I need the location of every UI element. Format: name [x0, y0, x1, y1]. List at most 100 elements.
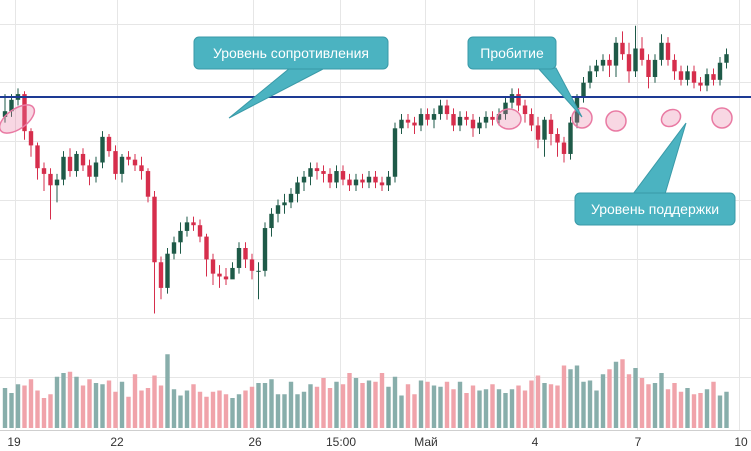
volume-bar — [256, 383, 261, 428]
candle-body — [438, 105, 443, 115]
candle-body — [548, 119, 554, 134]
candle-body — [373, 176, 378, 183]
candle-body — [93, 162, 99, 177]
volume-bar — [327, 388, 333, 428]
candle-body — [22, 94, 27, 132]
volume-bar — [555, 385, 560, 428]
resistance-callout-box — [193, 36, 389, 70]
volume-bar — [652, 383, 658, 428]
candle-body — [646, 59, 651, 77]
volume-bar — [522, 390, 528, 428]
volume-bar — [483, 389, 489, 428]
volume-bar — [542, 383, 547, 428]
volume-bar — [223, 394, 229, 428]
volume-bar — [22, 385, 27, 428]
candle-body — [555, 134, 560, 143]
volume-bar — [184, 390, 190, 428]
candle-body — [704, 74, 710, 86]
volume-bar — [425, 381, 430, 428]
volume-bar — [152, 375, 157, 428]
volume-bar — [438, 386, 443, 428]
candle-body — [581, 82, 586, 97]
candle-body — [126, 156, 131, 160]
candle-body — [165, 253, 170, 288]
volume-bar — [334, 381, 339, 428]
candle-body — [301, 176, 307, 183]
x-tick-label: 15:00 — [326, 435, 356, 449]
volume-bar — [314, 386, 320, 428]
candle-body — [659, 42, 664, 60]
x-tick-label: Май — [414, 435, 438, 449]
candle-body — [119, 156, 125, 174]
volume-bar — [2, 388, 8, 428]
candle-body — [308, 168, 313, 177]
candle-body — [249, 259, 255, 271]
candle-body — [626, 54, 632, 72]
breakout-callout-pointer — [536, 67, 583, 118]
breakout-callout-box — [467, 36, 557, 70]
resistance-callout: Уровень сопротивления — [193, 36, 389, 119]
candle-body — [633, 48, 638, 72]
volume-bar — [197, 391, 203, 428]
volume-bar — [691, 394, 697, 428]
volume-bars — [2, 354, 729, 428]
candle-body — [295, 182, 300, 194]
candle-body — [587, 71, 593, 83]
candle-body — [477, 122, 482, 129]
candle-body — [158, 262, 164, 288]
candle-body — [568, 122, 573, 154]
candle-body — [600, 59, 606, 66]
volume-bar — [704, 389, 710, 428]
candle-body — [67, 156, 73, 172]
candle-body — [35, 145, 40, 169]
volume-bar — [626, 374, 632, 428]
candle-body — [542, 119, 547, 140]
volume-bar — [412, 394, 417, 428]
volume-bar — [574, 365, 580, 428]
volume-bar — [646, 384, 651, 428]
level-touch-highlight — [0, 104, 36, 134]
volume-bar — [210, 391, 216, 428]
candle-body — [639, 48, 645, 60]
candle-body — [210, 259, 216, 274]
volume-bar — [178, 395, 183, 428]
volume-bar — [171, 389, 177, 428]
volume-bar — [418, 380, 424, 428]
volume-bar — [308, 384, 313, 428]
volume-bar — [561, 365, 567, 428]
candle-body — [483, 116, 489, 123]
volume-bar — [269, 379, 274, 428]
volume-bar — [613, 361, 619, 428]
candle-body — [87, 165, 92, 177]
volume-bar — [204, 396, 209, 428]
candle-body — [386, 176, 391, 186]
volume-bar — [373, 381, 378, 428]
x-tick-label: 10 — [734, 435, 748, 449]
candle-body — [379, 182, 385, 186]
candle-body — [217, 273, 222, 277]
candle-body — [470, 119, 476, 129]
candle-body — [678, 71, 684, 80]
volume-bar — [464, 393, 469, 428]
x-tick-label: 19 — [7, 435, 21, 449]
candle-body — [100, 136, 105, 163]
volume-bar — [9, 393, 14, 428]
volume-bar — [665, 389, 671, 428]
volume-bar — [678, 391, 684, 428]
candle-body — [392, 128, 398, 177]
candle-body — [2, 111, 8, 117]
volume-bar — [158, 385, 164, 428]
candle-body — [464, 116, 469, 120]
volume-bar — [698, 393, 703, 428]
x-tick-label: 7 — [635, 435, 642, 449]
candle-body — [412, 122, 417, 126]
volume-bar — [340, 384, 346, 428]
candle-body — [347, 179, 352, 186]
volume-bar — [48, 394, 53, 428]
x-tick-label: 22 — [110, 435, 124, 449]
candle-body — [9, 99, 14, 112]
volume-bar — [431, 385, 437, 428]
volume-bar — [28, 379, 34, 428]
volume-bar — [35, 390, 40, 428]
candle-body — [139, 165, 144, 172]
